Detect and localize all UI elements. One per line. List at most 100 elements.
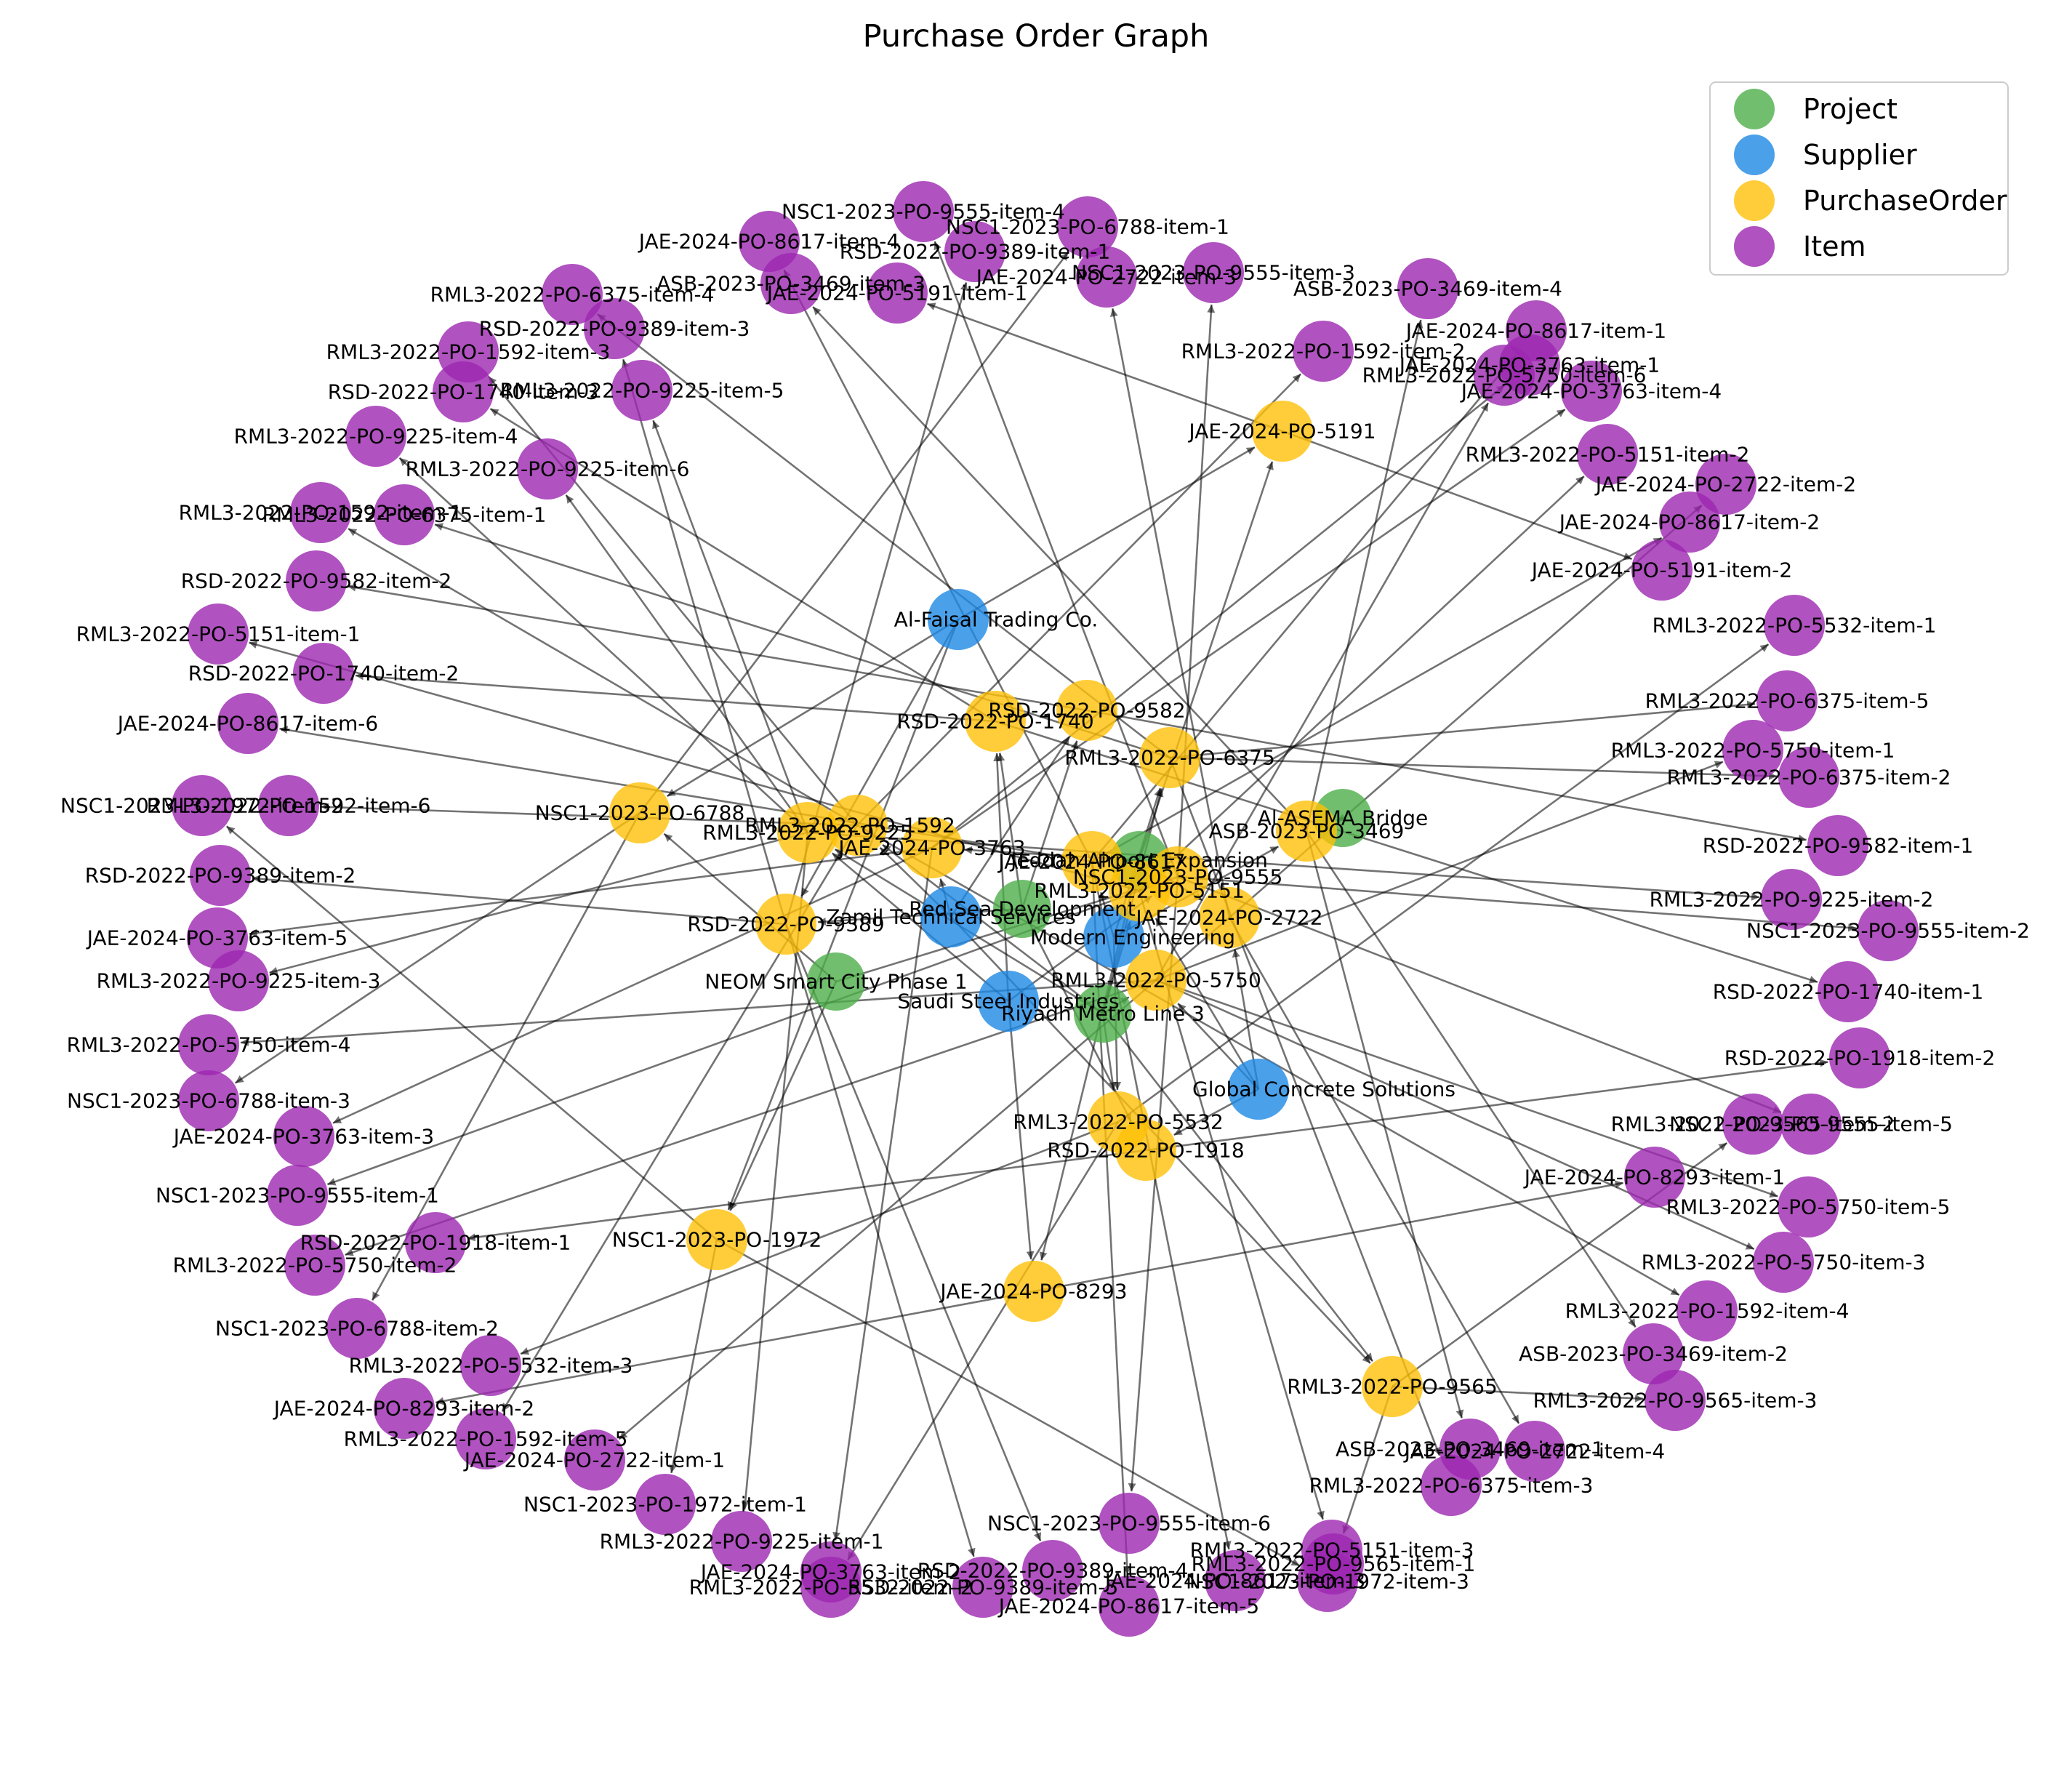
- node-it-60[interactable]: [1623, 1323, 1684, 1384]
- node-it-42[interactable]: [1858, 900, 1919, 961]
- node-it-07[interactable]: [760, 253, 822, 314]
- node-it-77[interactable]: [952, 1557, 1013, 1618]
- node-it-50[interactable]: [1780, 1094, 1842, 1155]
- node-sup-zamil[interactable]: [920, 886, 981, 947]
- node-it-46[interactable]: [1829, 1027, 1890, 1088]
- node-it-74[interactable]: [800, 1557, 862, 1618]
- node-po-2722[interactable]: [1199, 887, 1260, 948]
- node-it-69[interactable]: [711, 1511, 772, 1572]
- node-it-62[interactable]: [455, 1408, 516, 1469]
- node-sup-faisal[interactable]: [928, 589, 989, 650]
- node-it-34[interactable]: [1722, 720, 1783, 781]
- node-it-29[interactable]: [1764, 595, 1825, 656]
- node-it-75[interactable]: [1022, 1540, 1083, 1601]
- node-po-5191[interactable]: [1252, 401, 1313, 462]
- node-it-70[interactable]: [1099, 1493, 1160, 1554]
- node-it-49[interactable]: [1722, 1094, 1783, 1155]
- node-po-1918[interactable]: [1115, 1120, 1176, 1181]
- node-po-1740[interactable]: [965, 691, 1026, 752]
- node-it-48[interactable]: [273, 1106, 334, 1167]
- node-it-56[interactable]: [1753, 1232, 1814, 1293]
- node-it-68[interactable]: [1421, 1455, 1482, 1516]
- node-it-21[interactable]: [1577, 424, 1638, 485]
- node-it-31[interactable]: [293, 643, 354, 704]
- node-it-09[interactable]: [1397, 258, 1458, 319]
- node-it-10[interactable]: [584, 298, 645, 359]
- node-po-8617[interactable]: [1061, 831, 1123, 892]
- node-it-67[interactable]: [635, 1474, 696, 1535]
- node-it-61[interactable]: [374, 1378, 435, 1439]
- node-it-08[interactable]: [1183, 242, 1244, 303]
- node-proj-riyadh[interactable]: [1074, 984, 1132, 1043]
- node-it-54[interactable]: [1778, 1176, 1839, 1238]
- node-it-35[interactable]: [1778, 747, 1839, 808]
- node-it-13[interactable]: [1293, 321, 1354, 382]
- node-po-9582[interactable]: [1056, 680, 1117, 741]
- node-it-44[interactable]: [1818, 961, 1879, 1022]
- node-it-78[interactable]: [1205, 1550, 1266, 1611]
- node-po-3763[interactable]: [902, 817, 963, 878]
- node-it-26[interactable]: [1659, 492, 1720, 553]
- node-proj-neom[interactable]: [807, 952, 865, 1011]
- node-label-it-46: RSD-2022-PO-1918-item-2: [1724, 1046, 1996, 1070]
- node-proj-redsea[interactable]: [993, 880, 1051, 938]
- node-it-76[interactable]: [1297, 1551, 1358, 1612]
- node-it-64[interactable]: [564, 1429, 625, 1491]
- node-it-30[interactable]: [188, 603, 249, 665]
- node-it-19[interactable]: [433, 361, 494, 422]
- node-sup-modern[interactable]: [1083, 907, 1144, 968]
- node-po-6375[interactable]: [1139, 727, 1200, 788]
- node-it-05[interactable]: [1076, 246, 1137, 308]
- node-it-58[interactable]: [1677, 1280, 1738, 1341]
- node-it-52[interactable]: [1624, 1147, 1685, 1208]
- node-po-9565[interactable]: [1362, 1356, 1423, 1417]
- node-label-it-05: JAE-2024-PO-2722-item-3: [975, 265, 1237, 289]
- node-it-06[interactable]: [542, 264, 603, 325]
- node-it-65[interactable]: [1504, 1421, 1565, 1482]
- node-it-20[interactable]: [345, 406, 406, 467]
- node-it-45[interactable]: [178, 1014, 239, 1075]
- node-it-23[interactable]: [1695, 454, 1756, 515]
- node-po-9555[interactable]: [1147, 846, 1208, 907]
- node-it-37[interactable]: [258, 775, 319, 836]
- node-po-5750[interactable]: [1125, 950, 1186, 1011]
- node-it-51[interactable]: [267, 1165, 328, 1226]
- node-it-11[interactable]: [867, 262, 928, 324]
- node-it-39[interactable]: [190, 845, 251, 906]
- node-it-55[interactable]: [284, 1235, 345, 1296]
- node-po-8293[interactable]: [1003, 1261, 1064, 1322]
- node-po-1972[interactable]: [686, 1209, 747, 1270]
- node-it-01[interactable]: [893, 181, 954, 242]
- node-it-04[interactable]: [944, 221, 1005, 282]
- node-it-36[interactable]: [172, 775, 233, 836]
- legend-swatch-purchaseorder: [1734, 180, 1775, 221]
- node-it-02[interactable]: [1057, 196, 1118, 257]
- node-it-17[interactable]: [611, 360, 672, 421]
- node-it-40[interactable]: [1761, 869, 1822, 930]
- node-po-1592[interactable]: [827, 795, 888, 856]
- node-it-53[interactable]: [405, 1212, 466, 1273]
- node-it-79[interactable]: [1099, 1576, 1160, 1637]
- node-it-57[interactable]: [326, 1298, 388, 1359]
- node-sup-global[interactable]: [1228, 1059, 1289, 1120]
- node-it-18[interactable]: [1561, 361, 1622, 422]
- node-it-22[interactable]: [517, 438, 578, 500]
- node-it-27[interactable]: [1631, 539, 1692, 601]
- node-it-38[interactable]: [1807, 815, 1868, 876]
- node-it-28[interactable]: [286, 550, 347, 611]
- node-it-59[interactable]: [460, 1335, 521, 1396]
- node-po-3469[interactable]: [1276, 801, 1337, 862]
- node-it-43[interactable]: [208, 950, 269, 1011]
- node-po-6788[interactable]: [609, 782, 670, 843]
- node-it-25[interactable]: [374, 484, 435, 545]
- node-it-63[interactable]: [1645, 1370, 1706, 1431]
- node-po-9225[interactable]: [777, 802, 838, 863]
- node-it-24[interactable]: [290, 482, 351, 543]
- node-sup-saudi[interactable]: [978, 971, 1039, 1032]
- node-po-9389[interactable]: [755, 894, 816, 955]
- node-it-16[interactable]: [1474, 345, 1535, 406]
- edge-po-5151-to-it-30: [249, 641, 1140, 892]
- node-it-47[interactable]: [178, 1070, 239, 1131]
- node-it-32[interactable]: [1756, 670, 1818, 731]
- node-it-33[interactable]: [217, 693, 278, 754]
